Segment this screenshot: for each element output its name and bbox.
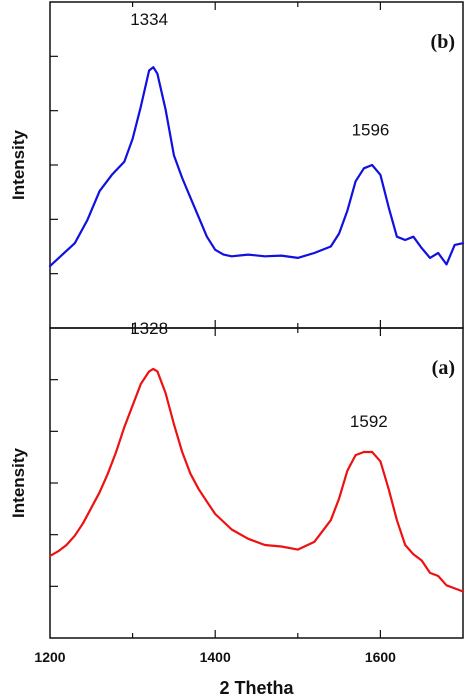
series-line-b (48, 66, 465, 268)
y-axis-label: Intensity (9, 130, 28, 200)
series-line-a (48, 367, 465, 593)
panel-a: Intensity (a) 1328 1592 (9, 319, 465, 639)
y-axis-label: Intensity (9, 448, 28, 518)
x-tick-label: 1400 (200, 649, 231, 665)
x-tick-label: 1600 (365, 649, 396, 665)
x-axis-label: 2 Thetha (219, 678, 294, 698)
peak-label-1592: 1592 (350, 412, 388, 431)
peak-label-1334: 1334 (130, 10, 168, 29)
panel-tag-a: (a) (432, 357, 455, 379)
x-tick-label: 1200 (34, 649, 65, 665)
panel-b: Intensity (b) 1334 1596 (9, 1, 465, 329)
peak-label-1596: 1596 (352, 121, 390, 140)
panel-tag-b: (b) (431, 31, 455, 53)
peak-label-1328: 1328 (130, 319, 168, 338)
panel-frame (49, 1, 464, 329)
panel-frame (49, 327, 464, 639)
